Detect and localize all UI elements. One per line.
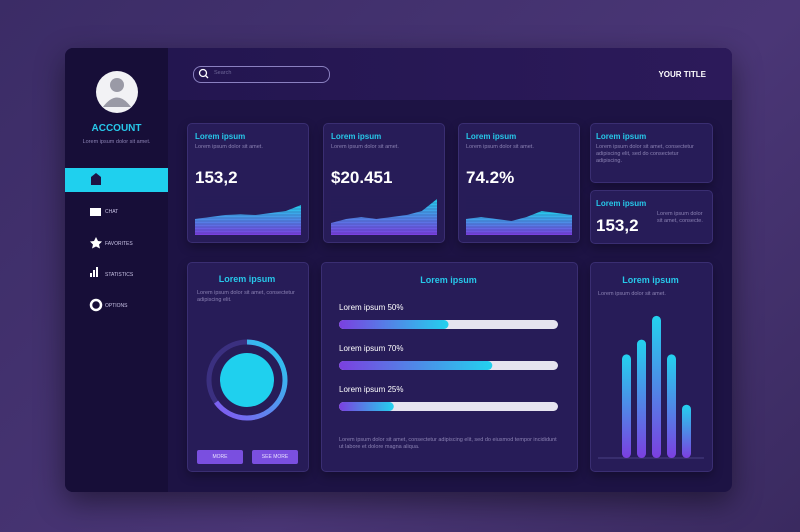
card-title: Lorem ipsum [596,199,647,208]
info-card [590,123,713,183]
account-text: Lorem ipsum dolor sit amet. [82,139,151,145]
button[interactable]: SEE MORE [252,450,298,464]
card-text: Lorem ipsum dolor sit amet. [466,144,534,150]
progress-label: Lorem ipsum 50% [339,303,404,312]
menu-item[interactable]: OPTIONS [105,303,128,309]
card-title: Lorem ipsum [195,132,246,141]
search-placeholder: Search [214,70,232,76]
card-title: Lorem ipsum [466,132,517,141]
value-card [590,190,713,244]
card-text: Lorem ipsum dolor sit amet, consectetur … [339,437,557,450]
header [168,48,732,100]
card-text: Lorem ipsum dolor sit amet. [598,291,666,297]
menu-item[interactable]: CHAT [105,209,119,215]
button[interactable]: MORE [197,450,243,464]
card-title: Lorem ipsum [218,274,276,284]
card-title: Lorem ipsum [622,275,679,285]
card-text: Lorem ipsum dolor sit amet, consectetur … [197,290,295,303]
menu-item[interactable]: FAVORITES [105,241,133,247]
card-text: Lorem ipsum dolor sit amet. [195,144,263,150]
account-title: ACCOUNT [91,123,142,134]
bar-card [590,262,713,472]
donut-label: 65% [231,368,263,385]
card-value: 153,2 [195,168,238,187]
home-item[interactable] [65,168,168,192]
card-title: Lorem ipsum [596,132,647,141]
progress-label: Lorem ipsum 25% [339,385,404,394]
progress-label: Lorem ipsum 70% [339,344,404,353]
card-value: $20.451 [331,168,393,187]
sidebar [65,48,168,492]
card-text: Lorem ipsum dolor sit amet, consectetur … [596,144,694,164]
card-text: Lorem ipsum dolor sit amet. [331,144,399,150]
card-text: Lorem ipsum dolor sit amet, consecte. [657,211,703,224]
menu-item[interactable]: STATISTICS [105,272,134,278]
card-value: 153,2 [596,216,639,235]
page-title: YOUR TITLE [658,70,706,79]
card-value: 74.2% [466,168,515,187]
search-box[interactable] [193,66,330,83]
card-title: Lorem ipsum [420,275,477,285]
card-title: Lorem ipsum [331,132,382,141]
